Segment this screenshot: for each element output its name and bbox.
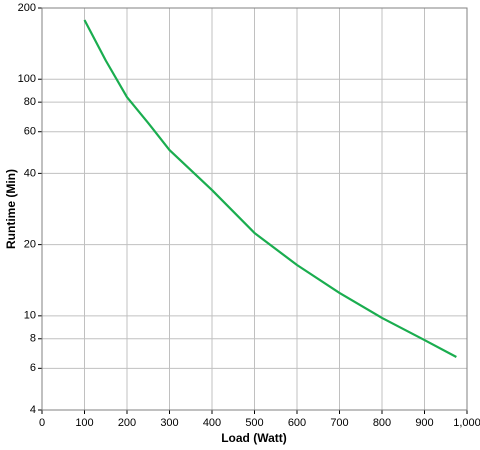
y-tick-label: 4 xyxy=(30,404,36,416)
x-tick-label: 700 xyxy=(330,417,348,429)
y-tick-label: 40 xyxy=(24,167,36,179)
x-tick-label: 200 xyxy=(118,417,136,429)
x-axis-title: Load (Watt) xyxy=(221,431,287,445)
x-tick-label: 1,000 xyxy=(453,417,480,429)
y-tick-label: 100 xyxy=(18,73,36,85)
x-tick-label: 900 xyxy=(415,417,433,429)
y-tick-label: 200 xyxy=(18,2,36,14)
y-tick-label: 20 xyxy=(24,239,36,251)
x-tick-label: 500 xyxy=(245,417,263,429)
y-tick-label: 6 xyxy=(30,362,36,374)
x-tick-label: 600 xyxy=(288,417,306,429)
x-tick-label: 100 xyxy=(75,417,93,429)
y-tick-label: 60 xyxy=(24,126,36,138)
x-tick-label: 0 xyxy=(39,417,45,429)
y-axis-title: Runtime (Min) xyxy=(4,169,18,249)
data-line xyxy=(83,19,457,358)
x-tick-label: 800 xyxy=(373,417,391,429)
plot-border xyxy=(41,7,468,411)
x-tick-label: 300 xyxy=(160,417,178,429)
x-tick-label: 400 xyxy=(203,417,221,429)
y-tick-label: 8 xyxy=(30,333,36,345)
y-tick-label: 80 xyxy=(24,96,36,108)
y-tick-label: 10 xyxy=(24,310,36,322)
